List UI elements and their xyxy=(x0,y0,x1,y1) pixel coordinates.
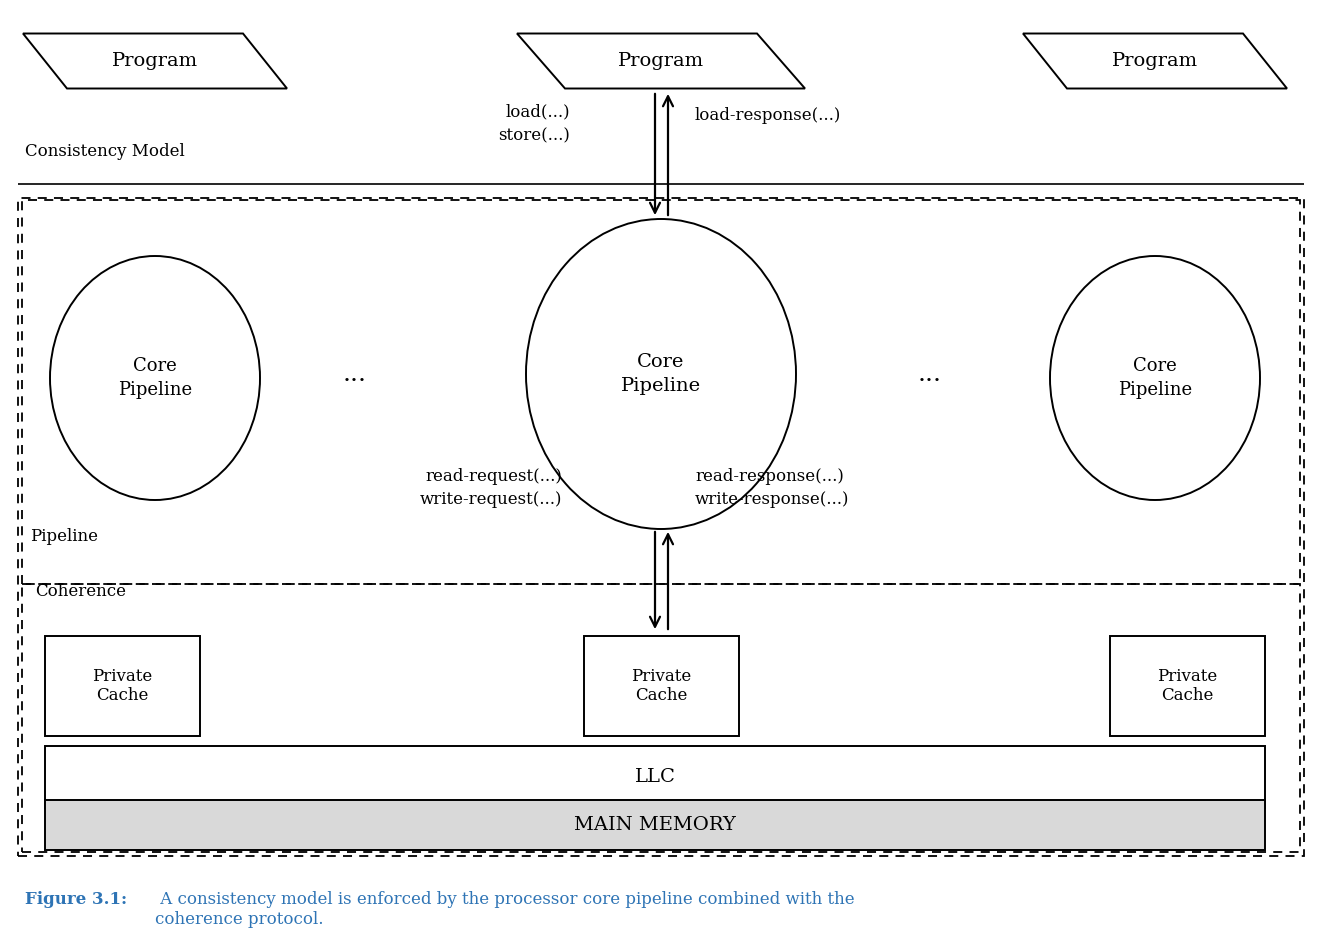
Bar xyxy=(19,198,1303,856)
Text: LLC: LLC xyxy=(635,768,676,786)
Text: Core
Pipeline: Core Pipeline xyxy=(621,353,701,394)
Text: Private
Cache: Private Cache xyxy=(93,668,152,705)
Bar xyxy=(22,584,1300,852)
Text: Pipeline: Pipeline xyxy=(30,528,98,545)
Text: Program: Program xyxy=(112,52,198,70)
Bar xyxy=(22,200,1300,584)
Text: ...: ... xyxy=(917,362,943,386)
Text: Program: Program xyxy=(617,52,705,70)
Text: read-request(...)
write-request(...): read-request(...) write-request(...) xyxy=(419,467,562,508)
Text: Figure 3.1:: Figure 3.1: xyxy=(25,891,127,908)
Text: Private
Cache: Private Cache xyxy=(1157,668,1218,705)
Ellipse shape xyxy=(50,256,260,500)
Polygon shape xyxy=(22,33,287,89)
Polygon shape xyxy=(517,33,805,89)
Text: A consistency model is enforced by the processor core pipeline combined with the: A consistency model is enforced by the p… xyxy=(155,891,854,928)
Text: load-response(...): load-response(...) xyxy=(695,108,841,125)
Text: read-response(...)
write-response(...): read-response(...) write-response(...) xyxy=(695,467,850,508)
Text: Core
Pipeline: Core Pipeline xyxy=(1118,358,1192,399)
Ellipse shape xyxy=(1050,256,1260,500)
Text: Core
Pipeline: Core Pipeline xyxy=(118,358,192,399)
Bar xyxy=(45,636,200,736)
Text: Private
Cache: Private Cache xyxy=(632,668,691,705)
Bar xyxy=(45,800,1265,850)
Bar xyxy=(45,746,1265,808)
Polygon shape xyxy=(1023,33,1288,89)
Text: ...: ... xyxy=(342,362,368,386)
Text: Consistency Model: Consistency Model xyxy=(25,143,185,160)
Text: load(...)
store(...): load(...) store(...) xyxy=(498,104,570,144)
Text: Coherence: Coherence xyxy=(34,583,126,600)
Text: MAIN MEMORY: MAIN MEMORY xyxy=(574,816,736,834)
Bar xyxy=(1110,636,1265,736)
Ellipse shape xyxy=(526,219,796,529)
Text: Program: Program xyxy=(1112,52,1198,70)
Bar xyxy=(584,636,739,736)
